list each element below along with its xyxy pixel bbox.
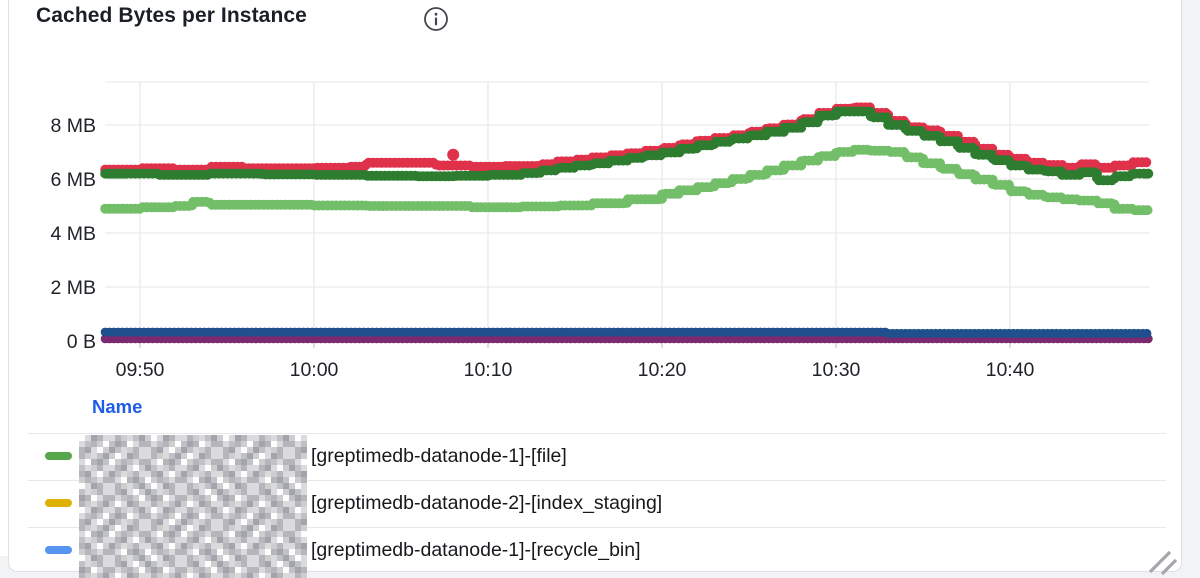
legend-series-label[interactable]: [greptimedb-datanode-1]-[recycle_bin] xyxy=(311,539,641,561)
panel-title: Cached Bytes per Instance xyxy=(36,4,307,27)
adjacent-panel-edge xyxy=(0,0,8,556)
y-axis-tick-label: 8 MB xyxy=(50,115,96,137)
y-axis-tick-label: 4 MB xyxy=(50,223,96,245)
legend-series-label[interactable]: [greptimedb-datanode-2]-[index_staging] xyxy=(311,492,663,514)
x-axis-tick-label: 10:10 xyxy=(464,359,513,381)
x-axis-tick-label: 10:00 xyxy=(290,359,339,381)
series-line-light-green xyxy=(100,144,1155,216)
y-axis-tick-label: 6 MB xyxy=(50,169,96,191)
info-icon[interactable] xyxy=(423,6,449,32)
legend-row[interactable]: [greptimedb-datanode-1]-[file] xyxy=(0,433,1182,480)
x-axis-tick-label: 10:30 xyxy=(812,359,861,381)
legend-row[interactable]: [greptimedb-datanode-2]-[index_staging] xyxy=(0,480,1182,527)
legend-divider xyxy=(28,433,1166,434)
panel-resize-handle[interactable] xyxy=(1146,546,1180,576)
x-axis-tick-label: 10:40 xyxy=(986,359,1035,381)
legend-divider xyxy=(28,480,1166,481)
timeseries-chart[interactable]: 8 MB 6 MB 4 MB 2 MB 0 B 09:50 10:00 10:10 10:20 1… xyxy=(0,58,1200,392)
legend-row[interactable]: [greptimedb-datanode-1]-[recycle_bin] xyxy=(0,527,1182,574)
series-color-marker xyxy=(45,499,72,507)
legend-column-header[interactable]: Name xyxy=(92,396,143,417)
outlier-point-red xyxy=(447,148,460,161)
legend-divider xyxy=(28,527,1166,528)
redacted-text-blur xyxy=(79,435,307,578)
x-axis-tick-label: 10:20 xyxy=(638,359,687,381)
y-axis-tick-label: 2 MB xyxy=(50,277,96,299)
series-color-marker xyxy=(45,546,72,554)
y-axis-tick-label: 0 B xyxy=(67,331,96,353)
series-line-dark-blue xyxy=(100,327,1154,338)
series-line-dark-green xyxy=(100,106,1155,186)
x-axis-tick-label: 09:50 xyxy=(116,359,165,381)
legend-series-label[interactable]: [greptimedb-datanode-1]-[file] xyxy=(311,445,567,467)
series-color-marker xyxy=(45,452,72,460)
